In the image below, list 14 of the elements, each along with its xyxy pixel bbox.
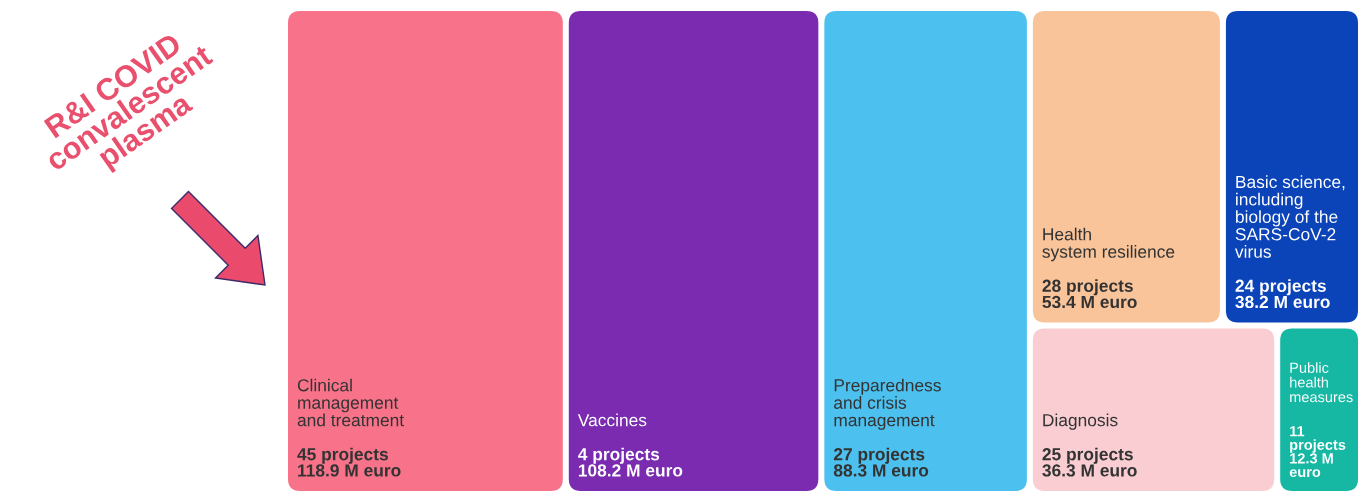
category-label: Preparedness and crisis management [834, 378, 941, 430]
data-label: 28 projects 53.4 M euro [1042, 279, 1137, 309]
data-label: 25 projects 36.3 M euro [1042, 447, 1137, 477]
category-label: Diagnosis [1043, 413, 1118, 430]
data-label: 27 projects 88.3 M euro [833, 447, 929, 477]
category-label: Health system resilience [1042, 227, 1175, 262]
data-label: 24 projects 38.2 M euro [1235, 279, 1330, 309]
data-label: 11 projects 12.3 M euro [1289, 426, 1346, 478]
data-label: 45 projects 118.9 M euro [297, 447, 401, 477]
category-label: Clinical management and treatment [297, 378, 404, 427]
category-label: Basic science, including biology of the SARS-CoV-2 virus [1234, 175, 1345, 258]
category-label: Vaccines [577, 413, 647, 427]
data-label: 4 projects 108.2 M euro [578, 447, 683, 477]
category-label: Public health measures [1290, 362, 1353, 403]
